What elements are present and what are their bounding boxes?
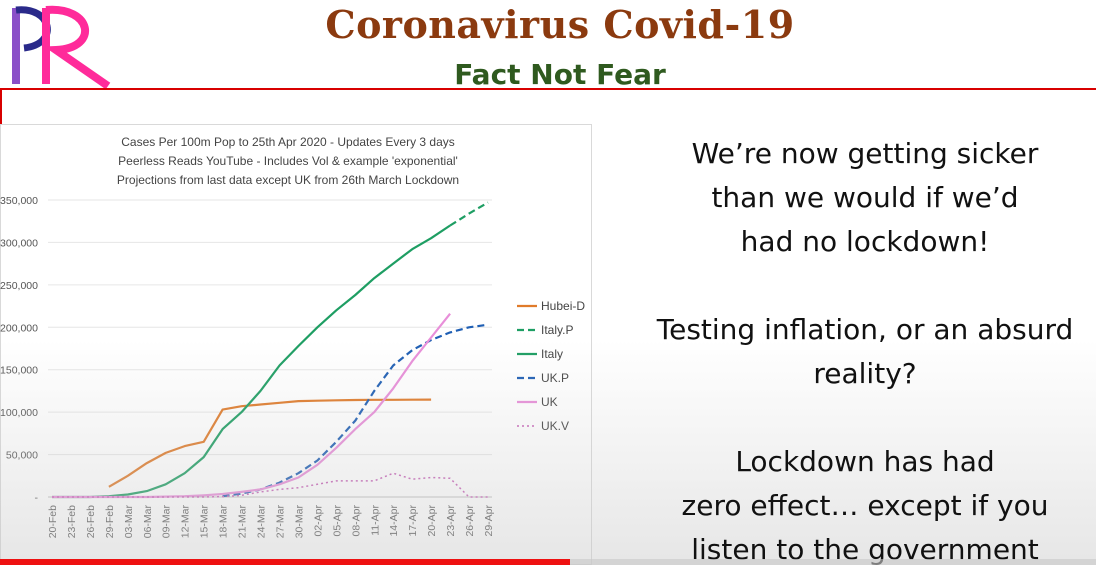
text-block-lockdown: Lockdown has had zero effect… except if …	[630, 440, 1096, 572]
text-line: listen to the government	[691, 533, 1039, 566]
header-divider	[0, 88, 1096, 90]
legend-label: Italy.P	[541, 323, 573, 337]
x-tick-label: 18-Mar	[218, 505, 230, 539]
x-tick-label: 29-Apr	[483, 504, 495, 536]
text-line: than we would if we’d	[711, 181, 1019, 214]
text-line: Lockdown has had	[735, 445, 995, 478]
y-tick-label: -	[35, 492, 39, 504]
x-tick-label: 03-Mar	[123, 505, 135, 539]
x-tick-label: 15-Mar	[199, 505, 211, 539]
legend-label: UK	[541, 395, 558, 409]
sub-title: Fact Not Fear	[454, 58, 666, 91]
x-tick-label: 24-Mar	[256, 505, 268, 539]
x-tick-label: 21-Mar	[237, 505, 249, 539]
chart-frame	[0, 124, 592, 565]
text-block-sicker: We’re now getting sicker than we would i…	[630, 132, 1096, 264]
x-tick-label: 09-Mar	[161, 505, 173, 539]
x-tick-label: 26-Feb	[85, 505, 97, 538]
x-tick-label: 14-Apr	[388, 504, 400, 536]
y-tick-label: 300,000	[0, 237, 38, 249]
x-tick-label: 30-Mar	[293, 505, 305, 539]
text-line: We’re now getting sicker	[691, 137, 1039, 170]
y-tick-label: 350,000	[0, 195, 38, 207]
text-line: zero effect… except if you	[681, 489, 1049, 522]
x-tick-label: 20-Apr	[426, 504, 438, 536]
y-tick-label: 100,000	[0, 407, 38, 419]
x-tick-label: 23-Feb	[66, 505, 78, 538]
x-tick-label: 17-Apr	[407, 504, 419, 536]
legend-label: Hubei-D	[541, 299, 585, 313]
series-line-italy	[52, 224, 451, 499]
chart-title-line: Peerless Reads YouTube - Includes Vol & …	[118, 154, 458, 168]
x-tick-label: 11-Apr	[369, 505, 381, 536]
text-line: had no lockdown!	[740, 225, 990, 258]
text-line: reality?	[813, 357, 917, 390]
x-tick-label: 12-Mar	[180, 505, 192, 539]
x-tick-label: 08-Apr	[350, 504, 362, 536]
series-line-italy-p	[449, 201, 489, 227]
x-tick-label: 23-Apr	[445, 504, 457, 536]
legend-label: UK.P	[541, 371, 569, 385]
chart-title-line: Cases Per 100m Pop to 25th Apr 2020 - Up…	[121, 135, 455, 149]
y-tick-label: 50,000	[6, 450, 38, 462]
channel-logo	[6, 4, 116, 90]
x-tick-label: 06-Mar	[142, 505, 154, 539]
chart-title-line: Projections from last data except UK fro…	[117, 173, 459, 187]
x-tick-label: 27-Mar	[274, 505, 286, 539]
chart-svg: Cases Per 100m Pop to 25th Apr 2020 - Up…	[0, 124, 592, 565]
y-tick-label: 250,000	[0, 280, 38, 292]
x-tick-label: 02-Apr	[312, 504, 324, 536]
cases-chart: Cases Per 100m Pop to 25th Apr 2020 - Up…	[0, 124, 592, 565]
series-line-uk-v	[52, 472, 488, 498]
main-title: Coronavirus Covid-19	[325, 2, 795, 47]
x-tick-label: 20-Feb	[47, 505, 59, 538]
series-line-hubei-d	[108, 398, 432, 488]
y-tick-label: 150,000	[0, 365, 38, 377]
text-line: Testing inflation, or an absurd	[656, 313, 1074, 346]
x-tick-label: 29-Feb	[104, 505, 116, 538]
legend-label: Italy	[541, 347, 563, 361]
video-progress-fill[interactable]	[0, 559, 570, 565]
legend-label: UK.V	[541, 419, 569, 433]
x-tick-label: 26-Apr	[464, 504, 476, 536]
y-tick-label: 200,000	[0, 322, 38, 334]
x-tick-label: 05-Apr	[331, 504, 343, 536]
text-block-testing: Testing inflation, or an absurd reality?	[630, 308, 1096, 396]
